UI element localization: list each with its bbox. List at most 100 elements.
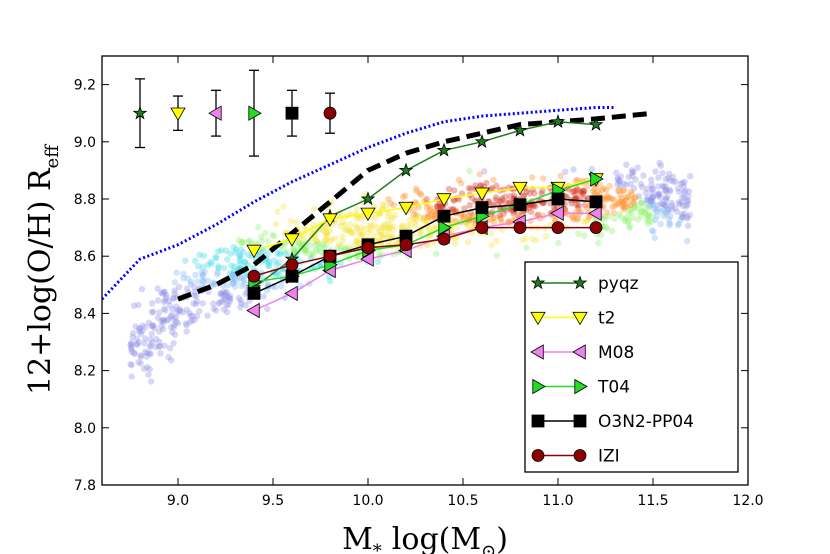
galaxy-point bbox=[598, 231, 605, 239]
galaxy-point bbox=[620, 187, 627, 194]
galaxy-point bbox=[127, 361, 134, 368]
galaxy-point bbox=[648, 185, 656, 192]
galaxy-point bbox=[621, 203, 629, 210]
galaxy-point bbox=[662, 183, 669, 190]
galaxy-point bbox=[654, 192, 661, 200]
galaxy-point bbox=[460, 213, 467, 221]
galaxy-point bbox=[594, 187, 601, 195]
galaxy-point bbox=[580, 187, 587, 194]
galaxy-point bbox=[199, 278, 206, 285]
galaxy-point bbox=[458, 190, 466, 197]
galaxy-point bbox=[378, 232, 385, 239]
galaxy-point bbox=[237, 255, 244, 262]
galaxy-point bbox=[628, 209, 635, 216]
galaxy-point bbox=[130, 302, 138, 309]
galaxy-point bbox=[201, 268, 208, 276]
galaxy-point bbox=[623, 181, 630, 188]
galaxy-point bbox=[608, 196, 616, 203]
galaxy-point bbox=[632, 194, 639, 201]
galaxy-point bbox=[651, 234, 658, 242]
galaxy-point bbox=[214, 271, 221, 278]
galaxy-point bbox=[238, 300, 245, 307]
galaxy-point bbox=[573, 216, 581, 223]
galaxy-point bbox=[310, 221, 317, 228]
galaxy-point bbox=[631, 200, 638, 208]
galaxy-point bbox=[379, 200, 386, 208]
galaxy-point bbox=[605, 213, 612, 220]
galaxy-point bbox=[273, 261, 280, 269]
galaxy-point bbox=[477, 182, 484, 189]
data-point-M08 bbox=[360, 251, 374, 267]
data-point-IZI bbox=[247, 269, 261, 283]
galaxy-point bbox=[160, 316, 167, 323]
galaxy-point bbox=[493, 182, 500, 189]
galaxy-point bbox=[572, 192, 579, 199]
galaxy-point bbox=[131, 349, 138, 357]
galaxy-point bbox=[160, 288, 168, 296]
galaxy-point bbox=[600, 185, 607, 192]
galaxy-point bbox=[608, 227, 616, 235]
galaxy-point bbox=[659, 182, 666, 189]
galaxy-point bbox=[366, 222, 373, 230]
galaxy-point bbox=[418, 191, 425, 198]
legend-marker-O3N2-PP04 bbox=[573, 414, 587, 428]
galaxy-point bbox=[519, 236, 526, 244]
galaxy-point bbox=[307, 251, 314, 258]
galaxy-point bbox=[384, 224, 392, 231]
galaxy-point bbox=[685, 188, 693, 195]
galaxy-point bbox=[539, 175, 547, 182]
error-bars bbox=[132, 69, 337, 157]
data-point-IZI bbox=[399, 238, 413, 252]
galaxy-point bbox=[436, 201, 443, 208]
galaxy-point bbox=[600, 215, 608, 222]
galaxy-point bbox=[614, 175, 621, 182]
galaxy-point bbox=[515, 212, 522, 219]
galaxy-point bbox=[193, 312, 201, 320]
galaxy-point bbox=[235, 294, 243, 302]
galaxy-point bbox=[176, 307, 184, 314]
galaxy-point bbox=[416, 231, 424, 238]
galaxy-point bbox=[227, 250, 234, 257]
galaxy-point bbox=[353, 237, 360, 245]
galaxy-point bbox=[233, 278, 240, 285]
galaxy-point bbox=[240, 238, 247, 246]
galaxy-point bbox=[445, 185, 453, 193]
galaxy-point bbox=[602, 224, 610, 231]
galaxy-point bbox=[629, 172, 636, 180]
galaxy-point bbox=[160, 319, 167, 326]
galaxy-point bbox=[624, 193, 632, 201]
galaxy-point bbox=[218, 247, 225, 254]
galaxy-point bbox=[573, 201, 580, 208]
galaxy-point bbox=[349, 228, 357, 236]
galaxy-point bbox=[621, 217, 629, 225]
galaxy-point bbox=[273, 250, 281, 257]
galaxy-point bbox=[317, 249, 324, 256]
galaxy-point bbox=[650, 228, 657, 235]
galaxy-point bbox=[213, 255, 220, 262]
data-point-IZI bbox=[475, 221, 489, 235]
galaxy-point bbox=[161, 288, 168, 296]
galaxy-point bbox=[338, 243, 345, 250]
galaxy-point bbox=[173, 269, 180, 276]
galaxy-point bbox=[220, 306, 228, 313]
galaxy-point bbox=[648, 227, 656, 234]
galaxy-point bbox=[642, 206, 649, 213]
galaxy-point bbox=[229, 271, 236, 278]
galaxy-point bbox=[166, 345, 174, 352]
galaxy-point bbox=[149, 308, 157, 316]
galaxy-point bbox=[332, 235, 339, 242]
galaxy-point bbox=[359, 231, 366, 238]
galaxy-point bbox=[327, 278, 334, 285]
galaxy-point bbox=[529, 174, 536, 181]
galaxy-point bbox=[231, 263, 238, 270]
galaxy-point bbox=[451, 240, 459, 247]
galaxy-point bbox=[425, 210, 432, 217]
galaxy-point bbox=[127, 341, 134, 349]
galaxy-point bbox=[148, 309, 156, 316]
galaxy-point bbox=[490, 176, 497, 183]
galaxy-point bbox=[627, 188, 635, 195]
galaxy-point bbox=[245, 251, 252, 259]
galaxy-point bbox=[354, 240, 362, 247]
galaxy-point bbox=[279, 244, 287, 251]
galaxy-point bbox=[270, 233, 278, 240]
